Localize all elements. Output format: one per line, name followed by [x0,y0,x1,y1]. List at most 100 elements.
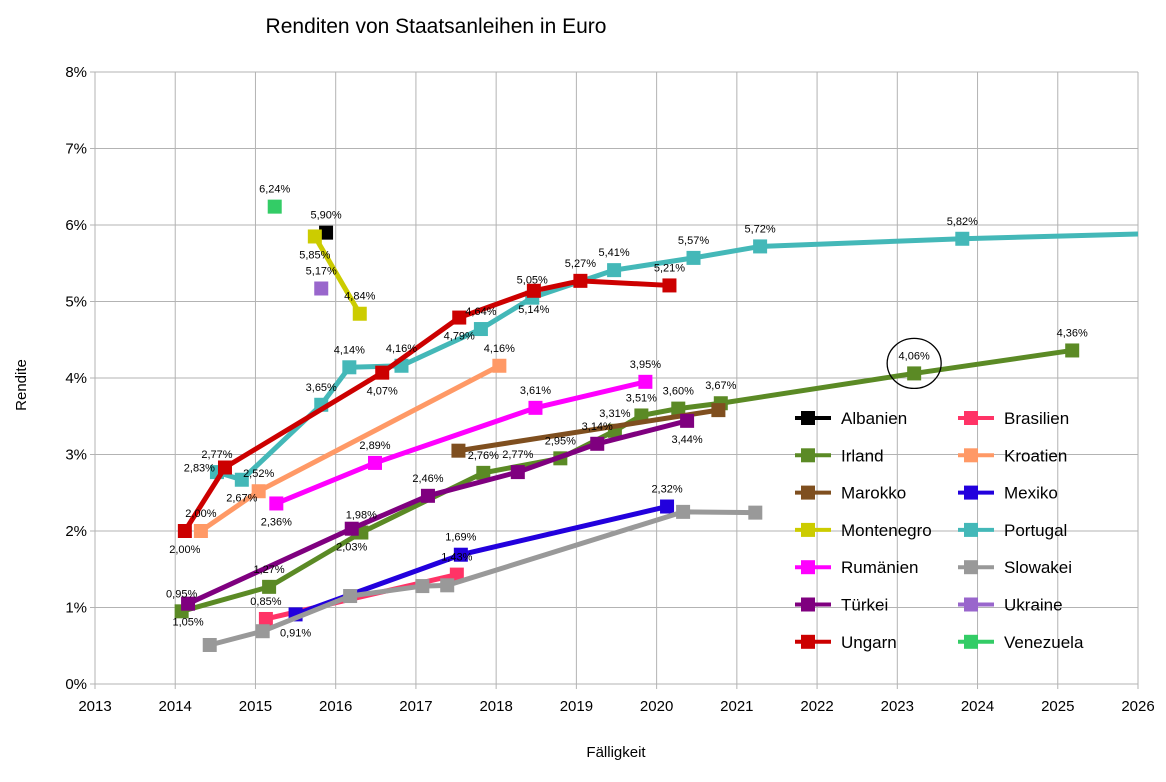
x-tick-label: 2021 [720,698,753,715]
y-tick-label: 3% [65,447,87,464]
data-point-ungarn [526,283,541,298]
legend-label-ungarn: Ungarn [841,633,897,652]
legend-label-slowakei: Slowakei [1004,558,1072,577]
data-point-ungarn [177,524,192,538]
data-point-slowakei [748,505,763,520]
data-label-irland: 1,98% [346,510,377,522]
data-label-portugal: 4,16% [386,343,417,355]
data-point-montenegro [307,229,322,244]
data-point-mexiko [660,499,675,514]
legend-marker-brasilien [964,411,978,425]
data-point-ukraine [314,281,329,296]
data-label-ungarn: 5,14% [518,304,549,316]
data-label-brasilien: 1,43% [441,552,472,564]
data-point-rumänien [638,374,653,389]
data-point-türkei [680,413,695,428]
data-label-ukraine: 5,17% [306,265,337,277]
legend-label-irland: Irland [841,446,884,465]
data-point-albanien [319,225,334,240]
data-label-rumänien: 2,36% [261,516,292,528]
x-axis-label: Fälligkeit [586,744,646,761]
data-label-albanien: 5,90% [310,210,341,222]
data-label-kroatien: 2,00% [185,508,216,520]
data-point-ungarn [662,278,677,293]
x-tick-label: 2014 [159,698,192,715]
x-tick-label: 2023 [881,698,914,715]
data-label-portugal: 5,82% [947,216,978,228]
data-point-montenegro [352,306,367,321]
data-label-türkei: 3,44% [672,434,703,446]
data-point-irland [634,408,649,423]
legend-marker-irland [801,448,815,463]
x-tick-label: 2026 [1121,698,1154,715]
data-label-mexiko: 0,91% [280,627,311,639]
legend-label-montenegro: Montenegro [841,521,932,540]
legend-marker-albanien [801,411,815,425]
data-point-slowakei [202,637,217,652]
data-point-irland [476,465,491,480]
x-tick-label: 2013 [78,698,111,715]
data-label-ungarn: 4,79% [444,331,475,343]
data-label-portugal: 2,77% [201,449,232,461]
x-tick-label: 2015 [239,698,272,715]
y-tick-label: 5% [65,294,87,311]
y-axis-label: Rendite [13,359,30,411]
legend-label-marokko: Marokko [841,484,906,503]
data-point-rumänien [528,400,543,415]
data-point-venezuela [267,199,282,214]
data-label-irland: 0,95% [166,588,197,600]
data-label-irland: 4,06% [899,350,930,362]
data-point-ungarn [375,365,390,380]
data-label-irland: 3,51% [626,392,657,404]
data-point-kroatien [251,484,266,499]
legend-label-venezuela: Venezuela [1004,633,1084,652]
data-label-portugal: 5,05% [517,275,548,287]
data-label-rumänien: 3,95% [630,359,661,371]
data-label-ungarn: 5,21% [654,262,685,274]
data-point-portugal [473,322,488,337]
data-point-portugal [686,250,701,265]
data-point-türkei [181,596,196,611]
data-label-kroatien: 4,16% [484,343,515,355]
data-label-türkei: 3,14% [582,421,613,433]
data-label-kroatien: 2,52% [243,468,274,480]
x-tick-label: 2024 [961,698,994,715]
data-label-türkei: 2,46% [412,473,443,485]
data-label-portugal: 4,64% [465,306,496,318]
y-tick-label: 4% [65,370,87,387]
data-label-portugal: 5,72% [745,223,776,235]
data-point-kroatien [492,358,507,373]
data-point-brasilien [258,611,273,626]
annotation-circle [886,337,942,390]
data-label-rumänien: 2,89% [359,440,390,452]
legend-marker-montenegro [801,522,815,537]
data-point-rumänien [368,455,383,470]
x-tick-label: 2016 [319,698,352,715]
data-label-türkei: 2,77% [502,449,533,461]
data-label-irland: 2,95% [545,435,576,447]
series-line-rumänien [275,379,646,506]
data-label-irland: 3,31% [599,408,630,420]
data-label-portugal: 3,65% [306,382,337,394]
y-tick-label: 2% [65,523,87,540]
data-point-slowakei [343,589,358,604]
data-point-portugal [753,239,768,254]
data-point-portugal [234,472,249,487]
legend-marker-marokko [801,485,815,500]
legend: Albanien Brasilien Irland Kroatien Marokko Me… [795,409,1084,652]
data-point-portugal [342,360,357,375]
y-tick-label: 6% [65,217,87,234]
data-point-slowakei [255,624,270,639]
data-point-portugal [607,263,622,278]
data-label-ungarn: 4,07% [367,386,398,398]
series-line-montenegro [312,235,362,315]
data-label-venezuela: 6,24% [259,184,290,196]
legend-marker-portugal [964,522,978,537]
legend-label-portugal: Portugal [1004,521,1067,540]
data-point-türkei [590,436,605,451]
data-point-marokko [711,403,726,418]
legend-marker-ukraine [964,597,978,612]
data-label-portugal: 5,41% [598,247,629,259]
data-point-ungarn [452,310,467,325]
